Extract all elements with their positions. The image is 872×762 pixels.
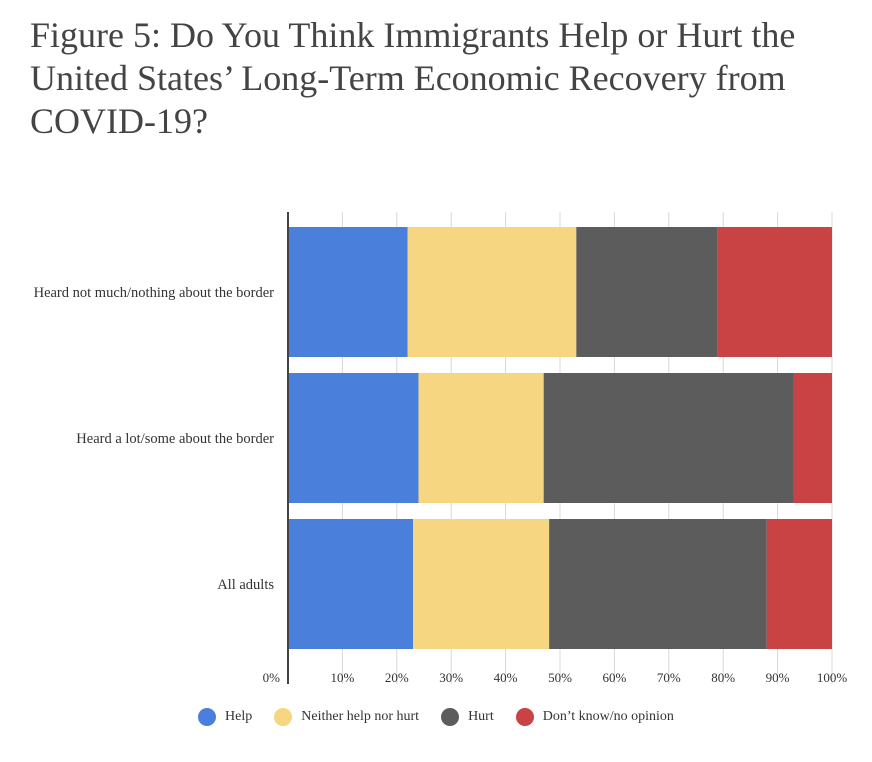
- bar-segment: [418, 373, 544, 503]
- x-tick-label: 80%: [711, 670, 735, 685]
- category-labels: Heard not much/nothing about the border H…: [34, 285, 275, 593]
- x-tick-label: 30%: [439, 670, 463, 685]
- x-tick-label: 40%: [494, 670, 518, 685]
- x-tick-label: 60%: [602, 670, 626, 685]
- bar-segment: [576, 227, 718, 357]
- bar-segment: [549, 519, 767, 649]
- legend-swatch: [198, 708, 217, 726]
- chart-title: Figure 5: Do You Think Immigrants Help o…: [30, 15, 796, 141]
- x-tick-label: 70%: [657, 670, 681, 685]
- category-label: Heard a lot/some about the border: [76, 431, 274, 447]
- legend-swatch: [274, 708, 293, 726]
- x-tick-label: 20%: [385, 670, 409, 685]
- legend-swatch: [515, 708, 534, 726]
- bar-segment: [413, 519, 550, 649]
- bar-segment: [717, 227, 832, 357]
- legend-label: Don’t know/no opinion: [542, 709, 674, 724]
- legend-item: Neither help nor hurt: [274, 708, 419, 726]
- x-tick-label: 100%: [817, 670, 848, 685]
- x-tick-label: 90%: [766, 670, 790, 685]
- legend-label: Neither help nor hurt: [301, 709, 420, 724]
- stacked-bar-chart: Heard not much/nothing about the border H…: [34, 212, 848, 685]
- x-tick-label: 50%: [548, 670, 572, 685]
- category-label: Heard not much/nothing about the border: [34, 285, 275, 301]
- legend-item: Hurt: [441, 708, 494, 726]
- legend-item: Help: [198, 708, 252, 726]
- bar-segment: [288, 373, 419, 503]
- bar-segment: [288, 519, 414, 649]
- bars: [288, 227, 832, 649]
- legend-item: Don’t know/no opinion: [515, 708, 674, 726]
- bar-segment: [766, 519, 832, 649]
- category-label: All adults: [217, 577, 274, 593]
- legend: Help Neither help nor hurt Hurt Don’t know/…: [0, 708, 872, 726]
- bar-segment: [288, 227, 408, 357]
- bar-segment: [407, 227, 577, 357]
- legend-label: Hurt: [468, 709, 494, 724]
- legend-swatch: [441, 708, 460, 726]
- x-tick-labels: 0% 10% 20% 30% 40% 50% 60% 70% 80% 90% 100%: [263, 670, 848, 685]
- x-tick-label: 0%: [263, 670, 281, 685]
- bar-segment: [793, 373, 832, 503]
- legend-label: Help: [225, 709, 253, 724]
- x-tick-label: 10%: [330, 670, 354, 685]
- bar-segment: [543, 373, 794, 503]
